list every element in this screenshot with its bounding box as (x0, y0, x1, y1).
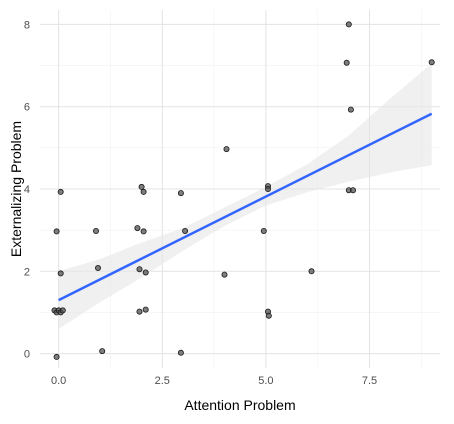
data-point (223, 146, 230, 153)
trend-line (58, 112, 433, 302)
data-point (142, 306, 149, 313)
y-tick-label: 6 (24, 102, 30, 114)
data-point (343, 59, 350, 66)
data-point (93, 227, 100, 234)
y-axis-title: Externalizing Problem (8, 121, 24, 257)
data-point (221, 271, 228, 278)
data-point (182, 227, 189, 234)
data-point (177, 349, 184, 356)
data-point (177, 190, 184, 197)
y-tick-label: 8 (24, 19, 30, 31)
data-point (59, 307, 66, 314)
data-point (140, 188, 147, 195)
data-point (140, 228, 147, 235)
x-tick-label: 2.5 (155, 375, 170, 387)
data-point (264, 185, 271, 192)
data-point (142, 269, 149, 276)
data-point (57, 270, 64, 277)
y-tick-labels: 0 2 4 6 8 (24, 19, 30, 360)
x-tick-labels: 0.0 2.5 5.0 7.5 (51, 375, 377, 387)
data-point (265, 312, 272, 319)
data-point (260, 227, 267, 234)
data-point (308, 268, 315, 275)
x-axis-title: Attention Problem (184, 397, 295, 413)
x-tick-label: 7.5 (362, 375, 377, 387)
data-point (428, 59, 435, 66)
data-point (136, 266, 143, 273)
data-point (349, 187, 356, 194)
y-tick-label: 2 (24, 266, 30, 278)
data-point (134, 225, 141, 232)
data-point (345, 21, 352, 28)
data-point (95, 264, 102, 271)
data-point (99, 348, 106, 355)
data-point (136, 308, 143, 315)
data-point (57, 188, 64, 195)
data-point (53, 228, 60, 235)
data-points (51, 21, 435, 360)
major-gridlines (40, 10, 440, 368)
y-tick-label: 4 (24, 184, 30, 196)
x-tick-label: 0.0 (51, 375, 66, 387)
data-point (53, 353, 60, 360)
x-tick-label: 5.0 (258, 375, 273, 387)
data-point (138, 183, 145, 190)
confidence-band (58, 63, 432, 329)
y-tick-label: 0 (24, 349, 30, 361)
minor-gridlines (40, 10, 440, 368)
data-point (347, 106, 354, 113)
